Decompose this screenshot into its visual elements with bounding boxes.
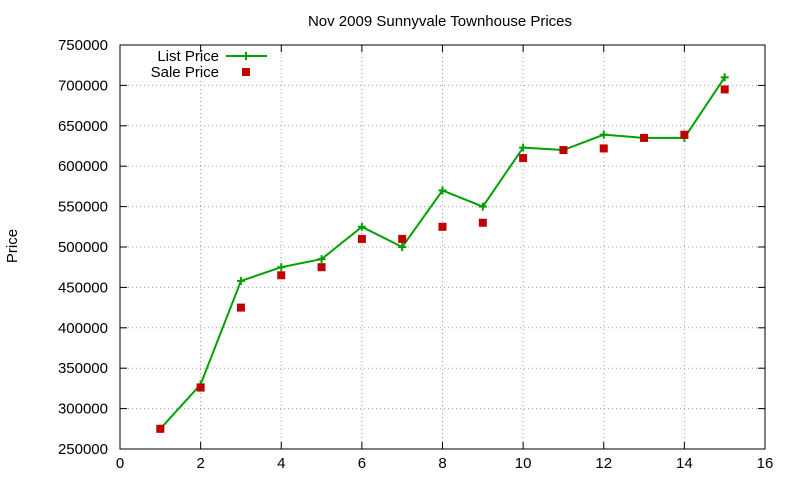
y-tick-label: 600000 (58, 158, 108, 175)
data-point (599, 130, 608, 139)
x-tick-label: 0 (116, 455, 124, 472)
data-point (720, 85, 729, 94)
data-point (357, 234, 366, 243)
y-tick-label: 400000 (58, 320, 108, 337)
legend-marker (242, 68, 250, 76)
y-tick-label: 650000 (58, 118, 108, 135)
data-point (519, 143, 528, 152)
data-point (438, 186, 447, 195)
data-point (478, 218, 487, 227)
chart-title: Nov 2009 Sunnyvale Townhouse Prices (308, 13, 572, 30)
data-point (720, 73, 729, 82)
y-tick-label: 300000 (58, 401, 108, 418)
x-tick-label: 2 (196, 455, 204, 472)
y-tick-label: 550000 (58, 199, 108, 216)
y-axis-label: Price (4, 229, 21, 263)
data-point (559, 146, 568, 155)
grid-lines (120, 45, 765, 449)
legend-label: Sale Price (151, 64, 219, 81)
plot-frame (119, 44, 766, 450)
data-point (196, 383, 205, 392)
data-point (156, 424, 165, 433)
data-point (680, 130, 689, 139)
data-point (317, 255, 326, 264)
x-tick-label: 10 (515, 455, 532, 472)
legend-label: List Price (157, 48, 219, 65)
x-tick-label: 14 (676, 455, 693, 472)
y-tick-label: 250000 (58, 441, 108, 458)
data-point (519, 154, 528, 163)
y-tick-label: 450000 (58, 279, 108, 296)
y-ticks: 250000 300000 350000 400000 450000 500000 5500… (58, 37, 765, 458)
series-layer (156, 73, 729, 433)
y-tick-label: 700000 (58, 77, 108, 94)
data-point (357, 222, 366, 231)
data-point (398, 243, 407, 251)
y-tick-label: 750000 (58, 37, 108, 54)
x-tick-label: 6 (358, 455, 366, 472)
x-tick-label: 16 (757, 455, 774, 472)
x-tick-label: 8 (438, 455, 446, 472)
series-sale-price (156, 85, 729, 433)
data-point (438, 222, 447, 231)
x-tick-label: 4 (277, 455, 285, 472)
x-ticks: 0 2 4 6 8 10 12 14 16 (116, 45, 774, 472)
y-tick-label: 350000 (58, 360, 108, 377)
data-point (599, 144, 608, 153)
data-point (398, 234, 407, 243)
data-point (277, 263, 286, 272)
data-point (236, 303, 245, 312)
y-tick-label: 500000 (58, 239, 108, 256)
legend-marker (242, 52, 250, 60)
data-point (640, 133, 649, 142)
data-point (317, 263, 326, 272)
data-point (236, 276, 245, 285)
x-tick-label: 12 (595, 455, 612, 472)
data-point (277, 271, 286, 280)
data-point (478, 202, 487, 211)
